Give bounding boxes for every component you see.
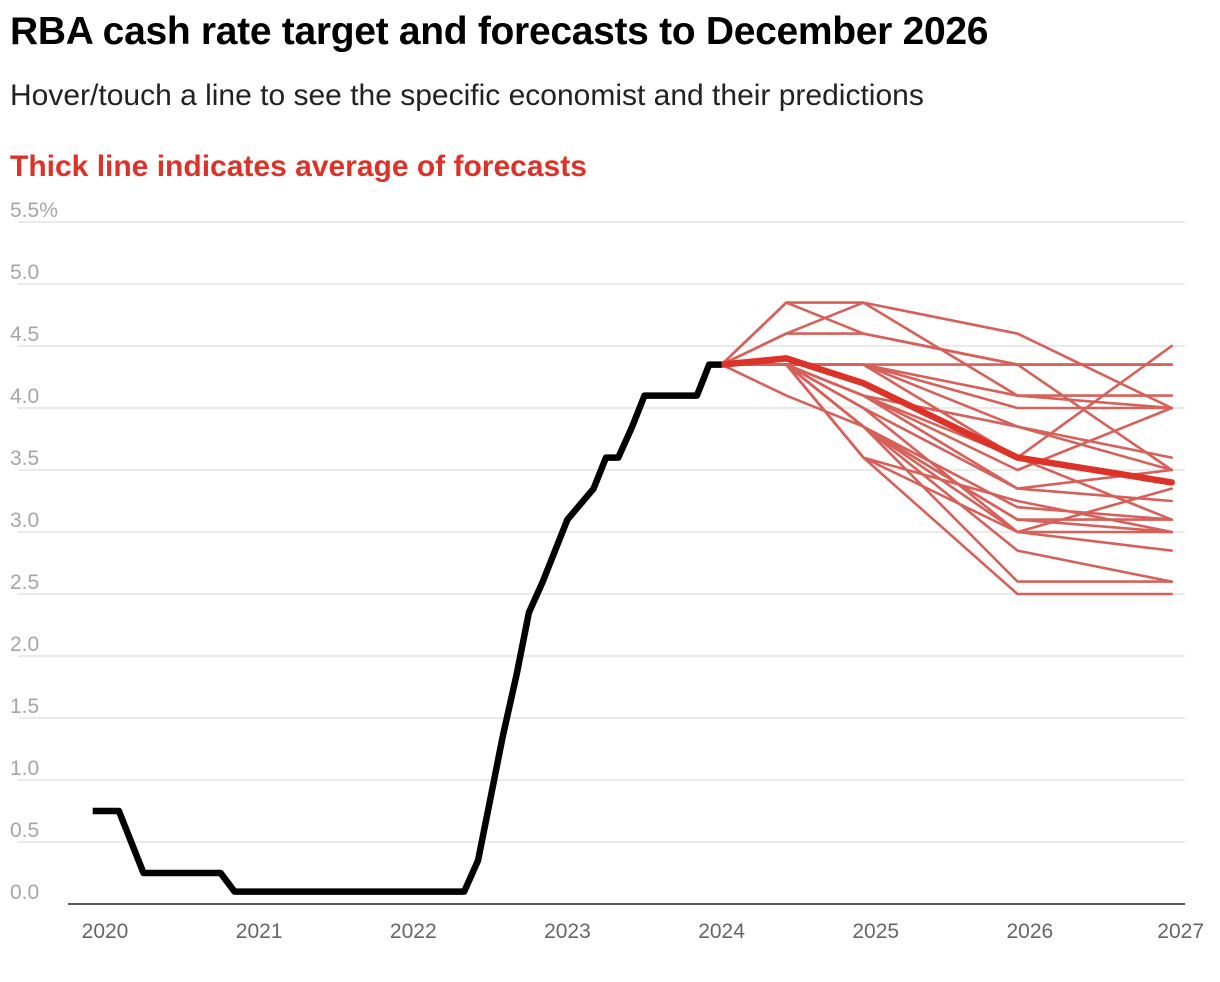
y-tick-label: 4.5 — [10, 323, 39, 346]
y-tick-label: 0.5 — [10, 819, 39, 842]
x-tick-label: 2026 — [1006, 920, 1053, 943]
forecast-line[interactable] — [720, 363, 1173, 552]
y-tick-label: 5.5% — [10, 199, 58, 222]
y-tick-label: 3.5 — [10, 447, 39, 470]
average-forecast-line[interactable] — [718, 355, 1175, 486]
forecast-line[interactable] — [720, 363, 1173, 410]
chart-title: RBA cash rate target and forecasts to De… — [10, 10, 989, 53]
chart-note: Thick line indicates average of forecast… — [10, 150, 587, 183]
x-tick-label: 2021 — [236, 920, 283, 943]
average-layer[interactable] — [718, 355, 1175, 486]
actual-layer[interactable] — [92, 361, 722, 895]
label-layer: 5.5% 5.0 4.5 4.0 3.5 3.0 2.5 2.0 1.5 1.0 0.5 0.0 202… — [10, 199, 1204, 943]
y-tick-label: 4.0 — [10, 385, 39, 408]
x-tick-label: 2020 — [82, 920, 129, 943]
x-tick-label: 2024 — [698, 920, 745, 943]
forecast-line[interactable] — [720, 363, 1173, 534]
cash-rate-line[interactable] — [92, 361, 722, 895]
y-tick-label: 0.0 — [10, 881, 39, 904]
y-tick-label: 2.0 — [10, 633, 39, 656]
x-tick-label: 2027 — [1157, 920, 1204, 943]
y-tick-label: 1.5 — [10, 695, 39, 718]
y-tick-label: 1.0 — [10, 757, 39, 780]
x-tick-label: 2022 — [390, 920, 437, 943]
forecast-line[interactable] — [720, 301, 1173, 410]
y-tick-label: 5.0 — [10, 261, 39, 284]
forecast-layer[interactable] — [720, 301, 1173, 596]
x-tick-label: 2025 — [852, 920, 899, 943]
x-tick-label: 2023 — [544, 920, 591, 943]
y-tick-label: 2.5 — [10, 571, 39, 594]
grid-layer — [18, 221, 1185, 843]
forecast-line[interactable] — [720, 363, 1173, 534]
chart-subtitle: Hover/touch a line to see the specific e… — [10, 79, 924, 112]
y-tick-label: 3.0 — [10, 509, 39, 532]
